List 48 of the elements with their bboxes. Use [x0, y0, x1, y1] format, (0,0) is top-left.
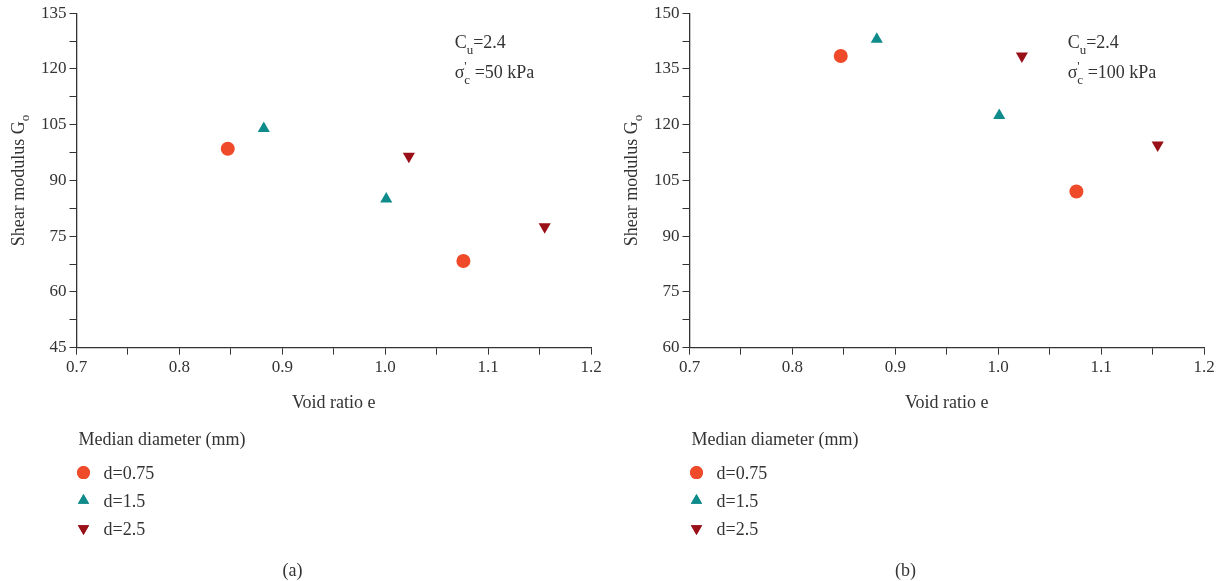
x-tick-label: 1.1: [477, 357, 499, 377]
text: (b): [895, 560, 917, 581]
y-tick-label: 90: [49, 169, 67, 189]
y-tick-label: 75: [49, 225, 67, 245]
y-tick-label: 75: [662, 281, 680, 301]
legend-label: d=1.5: [103, 490, 146, 511]
y-axis-title: Shear modulus Go: [8, 114, 33, 247]
x-tick-label: 0.7: [65, 357, 88, 377]
x-tick-label: 1.2: [1193, 357, 1215, 377]
point: [870, 32, 883, 43]
point: [456, 254, 471, 269]
point: [538, 223, 551, 234]
y-tick-label: 135: [654, 58, 680, 78]
x-tick-label: 1.1: [1090, 357, 1112, 377]
y-tick-label: 150: [654, 2, 680, 22]
x-tick-label: 1.0: [374, 357, 396, 377]
point: [257, 121, 270, 132]
x-tick-label: 1.0: [987, 357, 1009, 377]
text: (a): [282, 560, 303, 581]
x-tick-label: 0.8: [781, 357, 804, 377]
legend-label: d=0.75: [716, 462, 768, 483]
y-tick-label: 90: [662, 225, 680, 245]
legend-label: d=2.5: [716, 518, 759, 539]
y-tick-label: 45: [49, 337, 67, 357]
x-tick-label: 0.8: [168, 357, 191, 377]
y-tick-label: 105: [654, 169, 680, 189]
y-tick-label: 105: [41, 114, 67, 134]
point: [993, 108, 1006, 119]
x-tick-label: 1.2: [580, 357, 602, 377]
y-tick-label: 120: [654, 114, 680, 134]
y-tick-label: 60: [662, 337, 680, 357]
y-tick-label: 120: [41, 58, 67, 78]
x-axis-title: Void ratio e: [291, 391, 376, 412]
legend-label: d=0.75: [103, 462, 155, 483]
x-tick-label: 0.9: [271, 357, 293, 377]
legend-label: d=1.5: [716, 490, 759, 511]
legend-title: Median diameter (mm): [691, 428, 859, 450]
legend-title: Median diameter (mm): [78, 428, 246, 450]
x-axis-title: Void ratio e: [904, 391, 989, 412]
x-tick-label: 0.7: [678, 357, 701, 377]
point: [220, 141, 235, 156]
legend-label: d=2.5: [103, 518, 146, 539]
y-tick-label: 135: [41, 2, 67, 22]
x-tick-label: 0.9: [884, 357, 906, 377]
point: [833, 48, 848, 63]
y-axis-title: Shear modulus Go: [621, 114, 646, 247]
point: [1069, 184, 1084, 199]
y-tick-label: 60: [49, 281, 67, 301]
